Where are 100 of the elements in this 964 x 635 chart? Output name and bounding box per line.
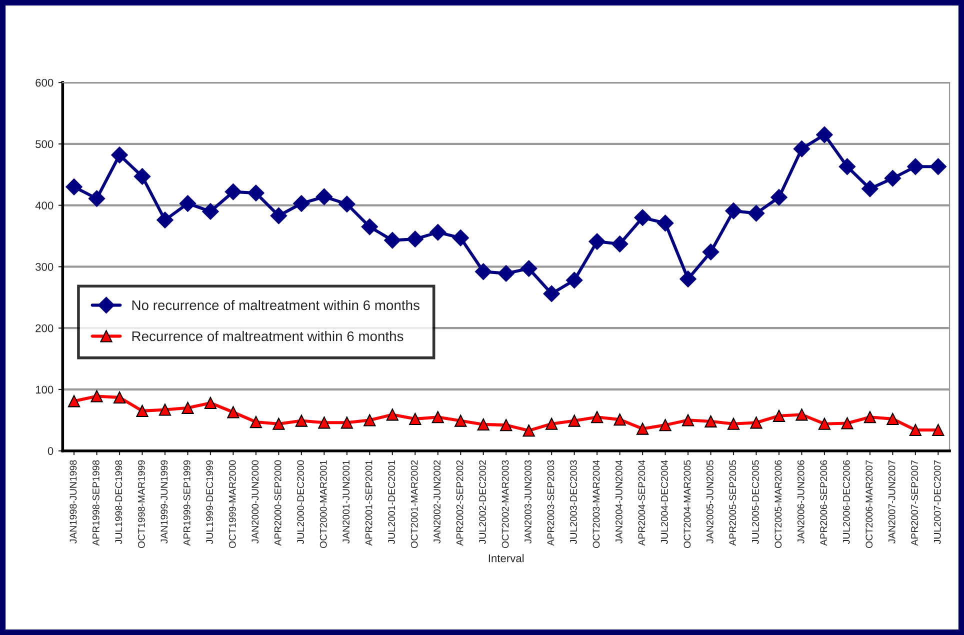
point xyxy=(520,260,538,277)
point xyxy=(293,195,310,212)
x-tick-label: JAN2005-JUN2005 xyxy=(706,460,714,544)
point xyxy=(636,422,649,435)
point xyxy=(864,411,876,424)
x-tick-label: APR2007-SEP2007 xyxy=(911,460,918,546)
point xyxy=(748,204,765,222)
point xyxy=(702,244,720,260)
x-tick-label: JUL2001-DEC2001 xyxy=(388,460,396,544)
point xyxy=(156,212,174,228)
point xyxy=(474,263,492,280)
point xyxy=(611,236,628,252)
x-tick-label: OCT2002-MAR2003 xyxy=(502,460,509,548)
x-tick-label: JUL2003-DEC2003 xyxy=(570,460,577,544)
point xyxy=(909,424,922,436)
point xyxy=(134,168,151,185)
point xyxy=(500,418,512,432)
point xyxy=(614,413,626,426)
point xyxy=(772,410,786,422)
x-tick-label: JAN2004-JUN2004 xyxy=(616,460,622,544)
x-tick-label: JUL2005-DEC2005 xyxy=(752,460,759,544)
point xyxy=(250,416,262,428)
point xyxy=(452,229,469,246)
point xyxy=(818,418,831,430)
x-tick-label: JUL1999-DEC1999 xyxy=(206,460,214,544)
point xyxy=(136,404,148,418)
x-tick-label: APR2002-SEP2002 xyxy=(456,460,464,546)
point xyxy=(498,265,514,282)
point xyxy=(182,402,194,414)
point xyxy=(704,415,717,428)
point xyxy=(634,209,651,226)
point xyxy=(682,414,694,426)
x-tick-label: APR1998-SEP1998 xyxy=(92,460,100,546)
point xyxy=(477,418,490,431)
point xyxy=(386,408,398,421)
x-tick-label: OCT2000-MAR2001 xyxy=(320,460,327,548)
x-tick-label: JAN2006-JUN2006 xyxy=(797,460,804,544)
point xyxy=(88,190,106,207)
point xyxy=(179,195,196,212)
point xyxy=(838,158,856,176)
point xyxy=(907,158,924,176)
point xyxy=(816,126,833,144)
point xyxy=(884,170,902,187)
x-tick-label: JAN1999-JUN1999 xyxy=(160,460,168,544)
x-tick-label: OCT2006-MAR2007 xyxy=(866,460,873,548)
point xyxy=(659,418,672,432)
x-tick-label: JUL2004-DEC2004 xyxy=(661,460,668,544)
y-tick-label: 400 xyxy=(35,202,54,210)
point xyxy=(770,188,788,206)
x-tick-label: APR2001-SEP2001 xyxy=(365,460,372,546)
point xyxy=(793,140,810,158)
point xyxy=(932,424,944,436)
point xyxy=(316,188,333,206)
y-tick-label: 300 xyxy=(36,262,54,271)
y-tick-label: 200 xyxy=(36,324,54,332)
point xyxy=(588,233,606,250)
point xyxy=(202,203,219,220)
point xyxy=(406,230,424,248)
x-tick-label: JAN2001-JUN2001 xyxy=(342,460,350,544)
x-tick-label: APR1999-SEP1999 xyxy=(183,460,190,546)
point xyxy=(590,411,604,424)
x-tick-label: APR2004-SEP2004 xyxy=(638,460,646,546)
legend-label: No recurrence of maltreatment within 6 months xyxy=(132,300,420,310)
point xyxy=(361,218,378,236)
x-tick-label: JAN2002-JUN2002 xyxy=(434,460,440,544)
point xyxy=(248,184,264,202)
point xyxy=(750,416,762,429)
point xyxy=(656,214,674,232)
x-tick-label: APR2006-SEP2006 xyxy=(820,460,828,546)
point xyxy=(338,196,356,212)
y-tick-label: 100 xyxy=(36,386,54,394)
point xyxy=(568,414,580,427)
point xyxy=(886,412,899,426)
point xyxy=(430,224,446,241)
point xyxy=(384,232,401,249)
point xyxy=(454,414,467,427)
point xyxy=(862,180,878,198)
x-tick-label: APR2005-SEP2005 xyxy=(729,460,736,546)
point xyxy=(158,404,172,416)
x-tick-label: OCT2004-MAR2005 xyxy=(684,460,691,548)
y-tick-label: 0 xyxy=(48,447,54,455)
x-tick-label: JUL1998-DEC1998 xyxy=(115,460,122,544)
x-tick-label: OCT1999-MAR2000 xyxy=(228,460,236,548)
x-tick-label: JAN2000-JUN2000 xyxy=(252,460,259,544)
point xyxy=(796,408,808,421)
point xyxy=(546,418,558,430)
point xyxy=(340,416,353,429)
x-tick-label: OCT2001-MAR2002 xyxy=(410,460,418,548)
point xyxy=(522,424,535,437)
x-tick-label: OCT2003-MAR2004 xyxy=(592,460,600,548)
point xyxy=(66,178,82,196)
point xyxy=(841,417,854,430)
point xyxy=(270,207,288,224)
y-tick-label: 600 xyxy=(36,78,54,87)
point xyxy=(68,395,80,408)
point xyxy=(432,411,444,424)
point xyxy=(204,396,217,410)
point xyxy=(409,412,422,426)
point xyxy=(224,183,242,200)
point xyxy=(566,272,583,289)
